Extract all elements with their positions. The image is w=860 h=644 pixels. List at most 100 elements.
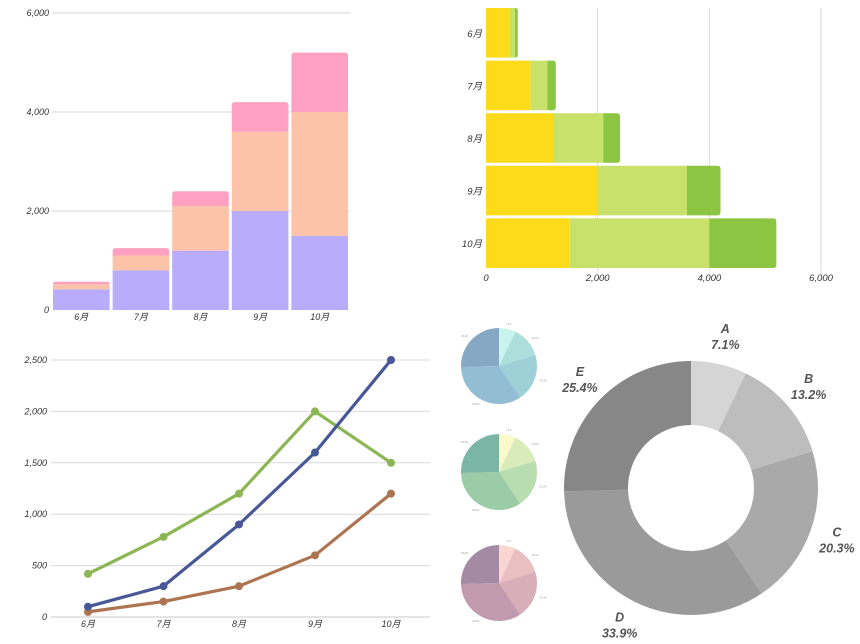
data-point [235, 520, 243, 529]
y-tick-label: 1,000 [24, 509, 47, 519]
pie-slice [461, 472, 521, 510]
x-tick-label: 6月 [81, 619, 96, 629]
bar-segment [530, 60, 548, 111]
data-point [387, 356, 395, 364]
y-tick-label: 2,000 [25, 206, 49, 216]
slice-value-label: 20.3% [818, 541, 854, 555]
slice-value-label: 33.9% [472, 509, 480, 512]
pie-slice [499, 331, 536, 366]
pie-slice [564, 361, 691, 492]
slice-value-label: 33.9% [602, 627, 637, 641]
pie-slice [461, 434, 499, 474]
x-tick-label: 10月 [381, 619, 401, 629]
pie-slice [718, 373, 813, 470]
y-tick-label: 2,500 [23, 355, 47, 365]
data-point [311, 407, 319, 416]
slice-value-label: 25.4% [461, 441, 469, 444]
bar-segment [553, 113, 604, 163]
donut-chart: A 7.1% B 13.2% C 20.3% D 33.9% E 25.4% [561, 322, 854, 641]
bar-segment [53, 284, 110, 290]
bar-segment [597, 165, 687, 216]
bar-segment [486, 8, 510, 58]
pie-slice [499, 354, 537, 398]
data-point [311, 448, 319, 457]
stacked-column-chart: 0 2,000 4,000 6,000 6月 7月 8月 9月 10月 [25, 8, 350, 322]
bar-segment [486, 60, 531, 111]
y-tick-label: 8月 [467, 134, 482, 145]
bar-segment [112, 255, 170, 271]
slice-value-label: 7.1% [711, 338, 740, 352]
slice-value-label: 25.4% [561, 381, 597, 395]
data-point [311, 551, 319, 560]
x-tick-label: 10月 [310, 312, 330, 322]
bar-segment [547, 60, 556, 111]
bar-segment [291, 52, 348, 112]
y-tick-label: 10月 [462, 239, 483, 250]
pie-slice [499, 545, 516, 583]
data-point [235, 582, 243, 591]
pie-slice [461, 328, 499, 368]
bar-segment [172, 206, 229, 251]
slice-value-label: 13.2% [532, 337, 540, 340]
bar-segment [291, 235, 348, 310]
data-point [159, 532, 168, 541]
bar-segment [53, 289, 110, 310]
slice-value-label: 7.1% [506, 429, 512, 432]
pie-slice [499, 328, 516, 366]
bar-segment [231, 102, 289, 132]
y-tick-label: 2,000 [23, 406, 47, 416]
data-point [387, 458, 395, 467]
slice-label: D [615, 611, 624, 625]
pie-slice [691, 361, 746, 432]
bar-segment [687, 165, 721, 216]
pie-slice [564, 489, 762, 616]
bar-segment [569, 218, 710, 268]
bar-segment [291, 112, 348, 236]
line-series-blue [87, 358, 393, 609]
pie-slice [499, 548, 536, 583]
line-chart: 0 500 1,000 1,500 2,000 2,500 6月 7月 8月 9月 10月 [23, 355, 430, 629]
pie-slice [461, 583, 521, 622]
x-tick-label: 6,000 [809, 273, 833, 284]
slice-value-label: 13.2% [532, 443, 540, 446]
slice-label: C [832, 525, 842, 539]
y-tick-label: 4,000 [26, 107, 49, 117]
bar-segment [509, 8, 516, 58]
x-tick-label: 9月 [253, 312, 268, 322]
x-tick-label: 0 [483, 273, 489, 284]
bar-segment [112, 270, 170, 310]
slice-value-label: 7.1% [506, 540, 512, 543]
slice-value-label: 7.1% [506, 323, 512, 326]
x-tick-label: 8月 [193, 312, 208, 322]
pie-slice [461, 545, 499, 585]
y-tick-label: 0 [42, 612, 47, 622]
x-tick-label: 6月 [74, 312, 89, 322]
pie-chart-mauve: 7.1% 13.2% 20.3% 33.9% 25.4% [461, 540, 547, 623]
data-point [159, 597, 168, 606]
slice-value-label: 20.3% [539, 380, 547, 383]
x-tick-label: 4,000 [697, 273, 721, 284]
bar-segment [486, 165, 598, 216]
bar-segment [112, 248, 170, 256]
x-tick-label: 8月 [232, 619, 247, 629]
pie-slice [725, 451, 818, 594]
data-point [84, 569, 92, 578]
pie-slice [499, 460, 537, 504]
pie-chart-teal: 7.1% 13.2% 20.3% 33.9% 25.4% [461, 323, 547, 406]
data-point [235, 489, 243, 498]
slice-label: A [720, 322, 730, 336]
bar-segment [172, 250, 229, 310]
pie-slice [461, 366, 521, 405]
y-tick-label: 7月 [467, 81, 482, 92]
bar-segment [172, 191, 229, 207]
bar-segment [486, 113, 553, 163]
slice-value-label: 25.4% [461, 335, 469, 338]
bar-segment [709, 218, 777, 268]
y-tick-label: 9月 [467, 187, 482, 198]
slice-label: E [576, 365, 585, 379]
slice-value-label: 20.3% [539, 486, 547, 489]
slice-value-label: 20.3% [539, 597, 547, 600]
slice-value-label: 25.4% [461, 552, 469, 555]
y-tick-label: 6,000 [26, 8, 49, 18]
